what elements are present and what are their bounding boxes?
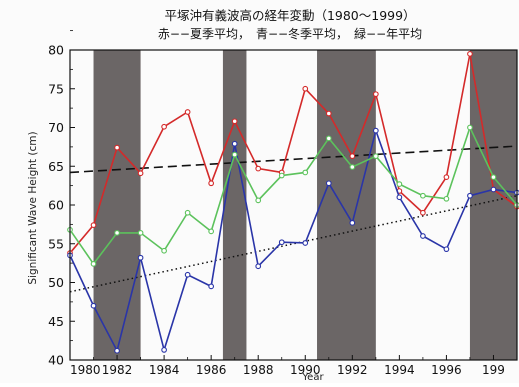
chart-subtitle: 赤−−夏季平均， 青−−冬季平均， 緑−−年平均 (158, 26, 422, 41)
series-2-point (255, 263, 262, 270)
x-tick-label: 1996 (431, 363, 462, 377)
series-2-point (467, 192, 473, 199)
series-3-point (231, 151, 238, 158)
series-3-point (114, 230, 120, 236)
series-1-point (467, 51, 473, 57)
y-tick-label: 45 (48, 314, 64, 329)
x-axis-label: Year (301, 372, 324, 383)
series-2-point (114, 347, 120, 354)
series-3-point (137, 230, 144, 236)
y-tick-label: 50 (48, 275, 64, 290)
axes (69, 30, 518, 361)
series-3-point (184, 209, 191, 216)
series-3-point (420, 192, 426, 199)
series-3-line (69, 125, 518, 266)
series-1-point (137, 170, 144, 177)
series-3-point (161, 247, 167, 254)
series-2-point (208, 283, 215, 290)
x-tick-label: 1992 (337, 363, 368, 377)
series-3-point (349, 164, 356, 170)
series-1-point (302, 85, 309, 92)
x-tick-label: 1990 (290, 363, 321, 377)
series-3-point (325, 135, 332, 142)
series-2-point (396, 194, 403, 201)
series-1-point (255, 165, 262, 172)
series-3-point (90, 261, 97, 267)
series-2-line (69, 127, 518, 353)
x-tick-label: 1988 (243, 363, 274, 377)
x-tick-label: 1994 (384, 363, 415, 377)
shaded-period-1 (93, 50, 141, 360)
series-1-point (420, 209, 426, 216)
series-2-point (231, 140, 238, 147)
series-2-point (325, 180, 332, 187)
trend-line-dashed (69, 145, 518, 174)
series-1-point (184, 109, 191, 115)
series-3-point (490, 174, 497, 180)
series-2-point (137, 254, 144, 261)
x-tick-label: 1984 (149, 363, 180, 377)
series-2-point (161, 347, 167, 353)
y-tick-label: 65 (48, 159, 64, 174)
y-tick-label: 80 (48, 43, 64, 58)
series-1-point (443, 174, 450, 180)
series-2-point (184, 271, 191, 278)
series-1-point (208, 180, 215, 187)
series-2-point (278, 239, 285, 246)
series-2-point (372, 127, 379, 134)
series-2-point (490, 186, 497, 193)
series-3-point (372, 153, 379, 160)
y-tick-label: 75 (48, 81, 64, 96)
series-2-point (443, 246, 450, 253)
trend-lines (69, 145, 518, 293)
tick-labels: 40 45 50 55 60 65 70 75 80 1980 1982 1984 1986 1988 19… (48, 43, 505, 378)
chart-title: 平塚沖有義波高の経年変動（1980～1999） (164, 8, 415, 23)
series-3-point (302, 169, 309, 176)
series-1-point (161, 123, 167, 130)
series-3-point (208, 228, 215, 235)
series-2-point (420, 233, 426, 239)
series-3-point (278, 172, 285, 179)
series-1-point (114, 144, 120, 151)
series-3-point (443, 195, 450, 202)
series-3-point (467, 124, 473, 131)
shaded-periods (93, 50, 517, 360)
series-1-point (231, 118, 238, 125)
series-2-point (302, 240, 309, 246)
y-axis-label: Significant Wave Height (cm) (27, 131, 39, 284)
shaded-period-3 (317, 50, 376, 360)
y-tick-label: 60 (48, 198, 64, 213)
x-tick-label: 1986 (196, 363, 227, 377)
x-tick-label: 1980 (70, 363, 101, 377)
y-tick-label: 55 (48, 236, 64, 251)
series-1-point (372, 91, 379, 98)
series-1-point (325, 110, 332, 117)
series-3-point (396, 181, 403, 187)
series-1-point (349, 153, 356, 160)
series-2-point (90, 302, 97, 309)
series-2-point (349, 219, 356, 226)
x-tick-label: 199 (482, 363, 505, 377)
y-tick-label: 70 (48, 120, 64, 135)
series-1-line (69, 53, 518, 254)
x-tick-label: 1982 (102, 363, 133, 377)
y-tick-label: 40 (48, 353, 64, 368)
series-1-point (90, 222, 97, 228)
shaded-period-2 (222, 50, 247, 360)
series-3-point (255, 197, 262, 204)
data-series (67, 51, 519, 354)
